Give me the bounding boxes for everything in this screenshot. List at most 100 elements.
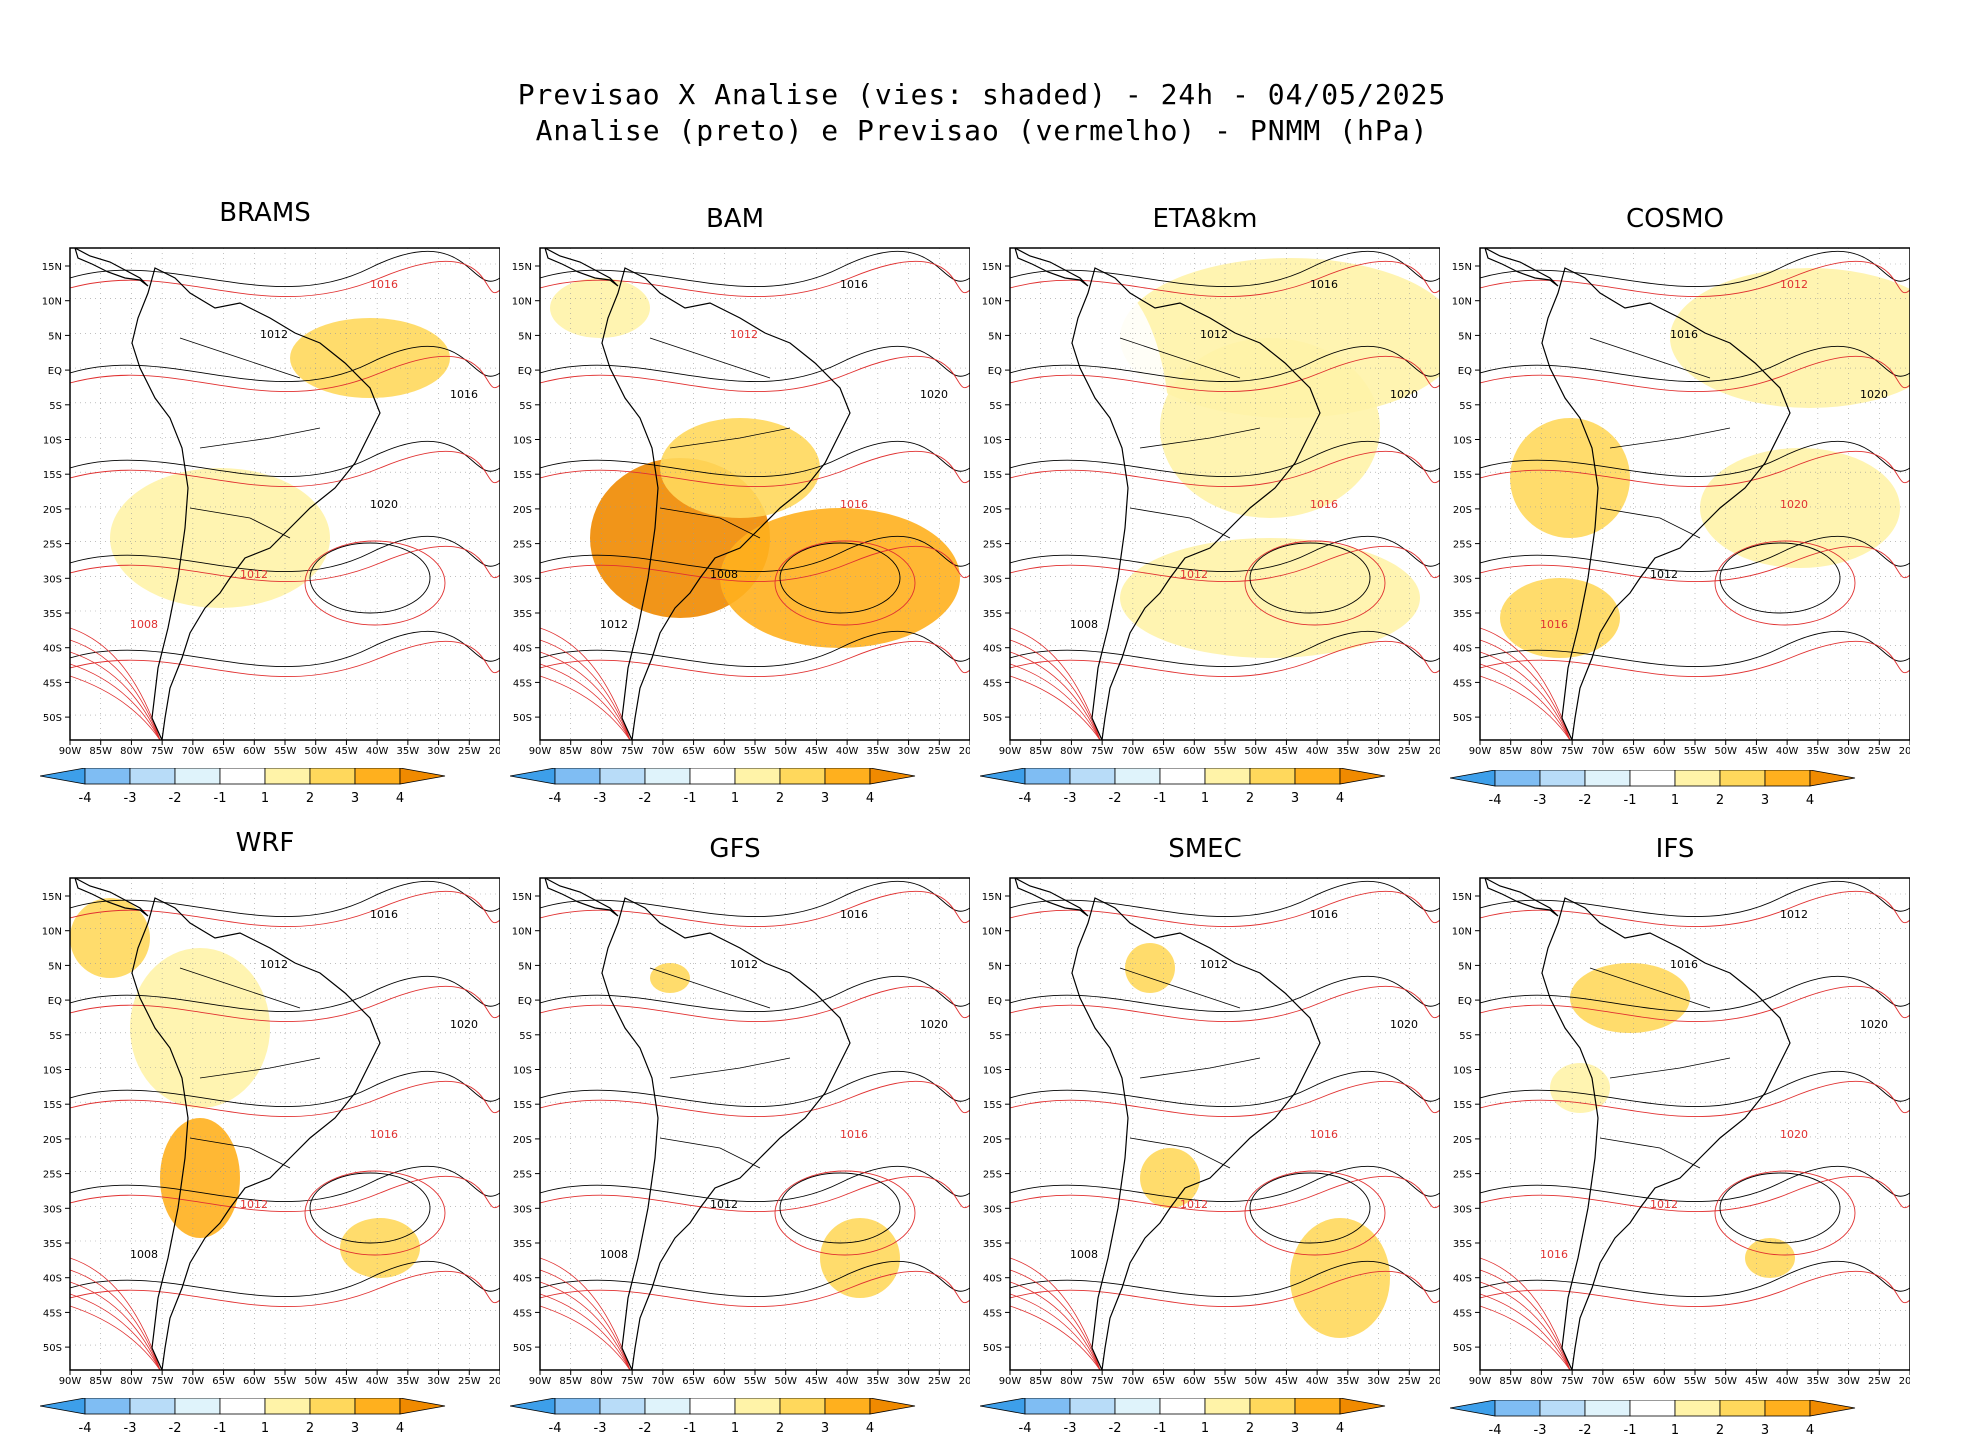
- lat-tick-label: 5S: [989, 1031, 1002, 1042]
- lon-tick-label: 85W: [559, 746, 582, 757]
- lon-tick-label: 25W: [928, 746, 951, 757]
- lon-tick-label: 60W: [1653, 1376, 1676, 1387]
- bias-shade: [1125, 943, 1175, 993]
- lat-tick-label: 20S: [1453, 1135, 1472, 1146]
- lon-tick-label: 65W: [212, 1376, 235, 1387]
- lon-tick-label: 55W: [744, 746, 767, 757]
- south-america-coastline: [131, 897, 381, 1370]
- lon-tick-label: 40W: [836, 1376, 859, 1387]
- isobar-label: 1012: [1650, 1198, 1678, 1211]
- lon-tick-label: 85W: [559, 1376, 582, 1387]
- bias-shade: [290, 318, 450, 398]
- lat-tick-label: 15S: [43, 1100, 62, 1111]
- colorbar-tick-label: 1: [731, 791, 739, 806]
- lon-tick-label: 60W: [1653, 746, 1676, 757]
- panel-title: IFS: [1655, 834, 1695, 864]
- lat-tick-label: 10S: [43, 1066, 62, 1077]
- lat-tick-label: 35S: [513, 609, 532, 620]
- lat-tick-label: 40S: [513, 1274, 532, 1285]
- lat-tick-label: 40S: [983, 644, 1002, 655]
- isobar-label: 1020: [1860, 1018, 1888, 1031]
- panel-title: WRF: [235, 828, 295, 858]
- lat-tick-label: 30S: [1453, 1204, 1472, 1215]
- lat-tick-label: 20S: [513, 505, 532, 516]
- isobar-label: 1016: [370, 908, 398, 921]
- colorbar-tick-label: 1: [1201, 1421, 1209, 1436]
- lon-tick-label: 50W: [774, 746, 797, 757]
- panel-title: SMEC: [1168, 834, 1242, 864]
- lat-tick-label: 50S: [513, 1343, 532, 1354]
- lat-tick-label: 50S: [1453, 1343, 1472, 1354]
- colorbar-tick-label: -2: [1579, 793, 1592, 808]
- lat-tick-label: 20S: [43, 1135, 62, 1146]
- lat-tick-label: 10N: [512, 927, 532, 938]
- colorbar-tick-label: 1: [731, 1421, 739, 1436]
- lon-tick-label: 30W: [1837, 1376, 1860, 1387]
- lat-tick-label: 10N: [42, 927, 62, 938]
- isobar-label: 1012: [710, 1198, 738, 1211]
- lat-tick-label: 40S: [983, 1274, 1002, 1285]
- colorbar-tick-label: -4: [79, 791, 92, 806]
- bias-colorbar: -4 -3 -2 -1 1 2 3 4: [40, 768, 446, 806]
- lon-tick-label: 20W: [489, 746, 500, 757]
- lon-tick-label: 20W: [1899, 746, 1910, 757]
- lon-tick-label: 55W: [274, 746, 297, 757]
- lat-tick-label: 25S: [43, 540, 62, 551]
- lon-tick-label: 85W: [1499, 1376, 1522, 1387]
- lat-tick-label: 35S: [1453, 609, 1472, 620]
- lon-tick-label: 20W: [1429, 1376, 1440, 1387]
- bias-shade: [1745, 1238, 1795, 1278]
- lon-tick-label: 75W: [1561, 746, 1584, 757]
- colorbar-tick-label: -4: [1019, 791, 1032, 806]
- panel-eta8km: ETA8km 1016 1012 1020 1016 1008 1012 15N 10N 5N EQ…: [970, 190, 1440, 806]
- colorbar-tick-label: -1: [214, 1421, 227, 1436]
- lon-tick-label: 20W: [959, 1376, 970, 1387]
- lat-tick-label: 25S: [513, 540, 532, 551]
- lat-tick-label: 15S: [43, 470, 62, 481]
- lon-tick-label: 35W: [867, 746, 890, 757]
- isobar-label: 1016: [840, 498, 868, 511]
- lon-tick-label: 55W: [274, 1376, 297, 1387]
- colorbar-tick-label: -3: [594, 791, 607, 806]
- bias-colorbar: -4 -3 -2 -1 1 2 3 4: [510, 768, 916, 806]
- lon-tick-label: 80W: [1530, 746, 1553, 757]
- lon-tick-label: 85W: [1499, 746, 1522, 757]
- lon-tick-label: 30W: [897, 746, 920, 757]
- lat-tick-label: 5N: [988, 961, 1002, 972]
- panel-cosmo: COSMO 1012 1016 1020 1020 1016 1012 15N 10N 5N EQ 5…: [1440, 190, 1910, 808]
- pressure-bias-map: 1016 1012 1020 1016 1008 1012 15N 10N 5N EQ 5S 10S 1…: [42, 877, 500, 1387]
- colorbar-tick-label: -1: [684, 1421, 697, 1436]
- bias-shade: [1510, 418, 1630, 538]
- lat-tick-label: 15S: [513, 470, 532, 481]
- lon-tick-label: 75W: [1091, 746, 1114, 757]
- lon-tick-label: 65W: [1622, 1376, 1645, 1387]
- colorbar-tick-label: 3: [1291, 791, 1299, 806]
- lon-tick-label: 50W: [304, 1376, 327, 1387]
- isobar-label: 1012: [1180, 1198, 1208, 1211]
- lon-tick-label: 60W: [1183, 1376, 1206, 1387]
- lon-tick-label: 60W: [243, 1376, 266, 1387]
- south-america-coastline: [601, 267, 851, 740]
- pressure-bias-map: 1012 1016 1020 1020 1016 1012 15N 10N 5N EQ 5S 10S 1…: [1452, 877, 1910, 1387]
- lat-tick-label: 5N: [518, 331, 532, 342]
- colorbar-tick-label: -4: [549, 791, 562, 806]
- lat-tick-label: 5S: [49, 401, 62, 412]
- lat-tick-label: 50S: [983, 713, 1002, 724]
- isobar-label: 1012: [240, 1198, 268, 1211]
- lon-tick-label: 45W: [1745, 746, 1768, 757]
- isobar-label: 1008: [1070, 1248, 1098, 1261]
- lat-tick-label: 15S: [513, 1100, 532, 1111]
- colorbar-tick-label: 3: [1761, 793, 1769, 808]
- lon-tick-label: 55W: [1684, 746, 1707, 757]
- colorbar-tick-label: -3: [1534, 793, 1547, 808]
- lat-tick-label: 30S: [1453, 574, 1472, 585]
- lon-tick-label: 90W: [59, 1376, 82, 1387]
- lat-tick-label: 50S: [43, 1343, 62, 1354]
- lon-tick-label: 65W: [1622, 746, 1645, 757]
- lon-tick-label: 45W: [805, 1376, 828, 1387]
- lon-tick-label: 65W: [1152, 1376, 1175, 1387]
- colorbar-tick-label: 3: [1291, 1421, 1299, 1436]
- lon-tick-label: 35W: [867, 1376, 890, 1387]
- colorbar-tick-label: -2: [169, 1421, 182, 1436]
- isobar-label: 1012: [260, 328, 288, 341]
